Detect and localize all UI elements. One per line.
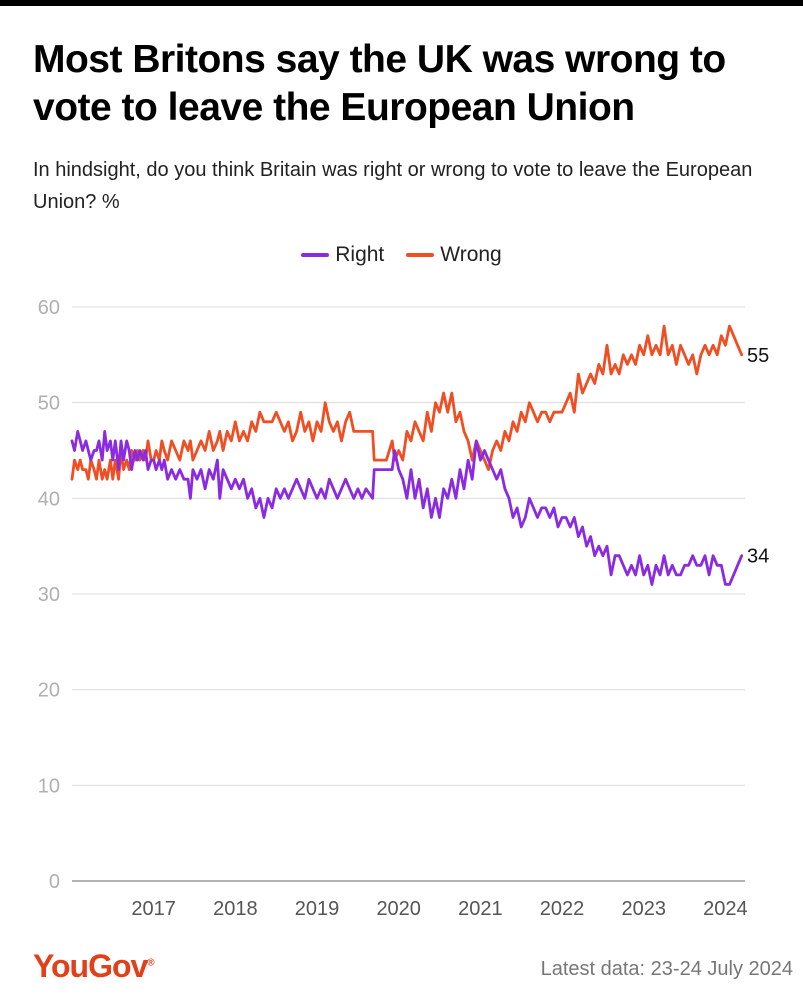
legend-label-right: Right xyxy=(335,243,385,266)
x-tick-label: 2017 xyxy=(131,898,176,920)
y-tick-label: 20 xyxy=(38,680,60,702)
latest-data-note: Latest data: 23-24 July 2024 xyxy=(540,958,793,980)
series-line-right xyxy=(70,430,744,586)
y-tick-label: 40 xyxy=(38,488,60,510)
x-tick-label: 2023 xyxy=(621,898,666,920)
y-tick-label: 0 xyxy=(49,871,60,893)
x-tick-label: 2021 xyxy=(458,898,503,920)
y-tick-label: 10 xyxy=(38,775,60,797)
end-label-wrong: 55 xyxy=(747,345,769,367)
x-tick-label: 2018 xyxy=(213,898,258,920)
y-tick-label: 60 xyxy=(38,297,60,319)
legend-item-wrong: Wrong xyxy=(406,243,502,267)
y-tick-label: 30 xyxy=(38,584,60,606)
end-label-right: 34 xyxy=(747,546,769,568)
legend: Right Wrong xyxy=(0,240,803,270)
legend-swatch-right xyxy=(301,253,330,257)
top-bar xyxy=(0,0,803,6)
x-tick-label: 2024 xyxy=(703,898,748,920)
x-tick-label: 2020 xyxy=(376,898,421,920)
legend-swatch-wrong xyxy=(406,253,435,257)
legend-item-right: Right xyxy=(301,243,384,267)
x-tick-label: 2019 xyxy=(295,898,340,920)
legend-label-wrong: Wrong xyxy=(440,243,502,266)
chart-title: Most Britons say the UK was wrong to vot… xyxy=(33,38,726,129)
line-chart: 0 10 20 30 40 50 60 2017 2018 2019 2020 2021 2022 202… xyxy=(38,297,770,920)
chart-subtitle: In hindsight, do you think Britain was r… xyxy=(33,159,753,213)
yougov-logo: YouGov® xyxy=(33,948,155,984)
y-tick-label: 50 xyxy=(38,393,60,415)
brand-name: YouGov xyxy=(33,948,148,984)
x-tick-label: 2022 xyxy=(540,898,585,920)
